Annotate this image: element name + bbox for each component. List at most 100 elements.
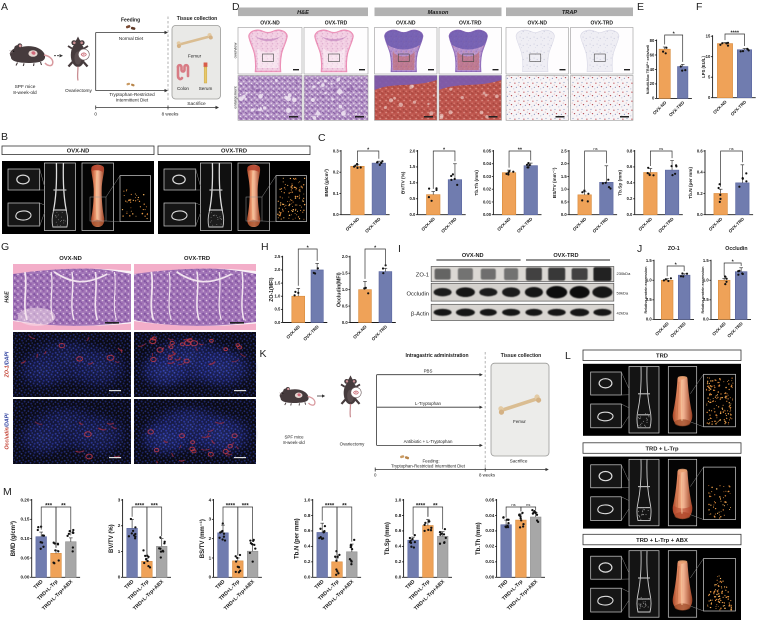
svg-text:0: 0 bbox=[209, 575, 212, 580]
svg-text:0.01: 0.01 bbox=[483, 199, 492, 204]
svg-text:2.0: 2.0 bbox=[561, 161, 567, 166]
svg-text:TRD: TRD bbox=[656, 354, 668, 360]
svg-text:0.0: 0.0 bbox=[304, 575, 311, 580]
svg-text:****: **** bbox=[135, 504, 145, 510]
svg-text:0.0: 0.0 bbox=[561, 212, 567, 217]
svg-text:3: 3 bbox=[118, 497, 121, 502]
svg-text:N.Multi-Nuc TRAP⁺ cells/well: N.Multi-Nuc TRAP⁺ cells/well bbox=[646, 45, 650, 94]
svg-text:ns: ns bbox=[593, 146, 597, 151]
svg-text:Feeding: Feeding bbox=[121, 18, 140, 24]
svg-text:ZO-1: ZO-1 bbox=[668, 246, 680, 252]
svg-text:0.0: 0.0 bbox=[703, 317, 709, 322]
svg-text:0.2: 0.2 bbox=[395, 559, 402, 564]
svg-text:1.0: 1.0 bbox=[561, 187, 567, 192]
svg-text:0.6: 0.6 bbox=[304, 528, 311, 533]
svg-text:Sacrifice: Sacrifice bbox=[510, 459, 528, 464]
svg-text:1.5: 1.5 bbox=[561, 174, 567, 179]
svg-text:0.2: 0.2 bbox=[304, 559, 311, 564]
svg-text:ns: ns bbox=[659, 146, 663, 151]
svg-text:0.04: 0.04 bbox=[483, 161, 492, 166]
svg-text:ns: ns bbox=[526, 502, 530, 507]
svg-text:ZO-1: ZO-1 bbox=[416, 273, 429, 279]
svg-text:BS/TV (mm⁻¹): BS/TV (mm⁻¹) bbox=[552, 167, 557, 198]
svg-text:Intragastric administration: Intragastric administration bbox=[405, 353, 468, 359]
svg-text:***: *** bbox=[45, 504, 53, 510]
svg-text:8-week-old: 8-week-old bbox=[13, 90, 37, 96]
svg-text:F: F bbox=[696, 1, 702, 13]
svg-text:E: E bbox=[637, 1, 644, 13]
svg-text:L-Tryptophan: L-Tryptophan bbox=[415, 401, 442, 406]
svg-text:L: L bbox=[565, 350, 571, 362]
svg-text:****: **** bbox=[325, 504, 335, 510]
svg-text:overview: overview bbox=[233, 43, 238, 59]
svg-text:OVX-ND: OVX-ND bbox=[260, 20, 280, 26]
svg-text:SPF mice: SPF mice bbox=[284, 435, 304, 440]
svg-text:2.5: 2.5 bbox=[274, 254, 280, 259]
svg-text:**: ** bbox=[342, 504, 347, 510]
svg-text:0.10: 0.10 bbox=[20, 536, 29, 541]
svg-text:0.1: 0.1 bbox=[333, 191, 339, 196]
svg-text:PBS: PBS bbox=[424, 369, 433, 374]
svg-text:0.5: 0.5 bbox=[274, 307, 280, 312]
svg-text:BMD (g/cm³): BMD (g/cm³) bbox=[324, 169, 329, 197]
svg-text:0.5: 0.5 bbox=[561, 199, 567, 204]
svg-text:β-Actin: β-Actin bbox=[411, 312, 429, 318]
svg-text:Femur: Femur bbox=[513, 419, 526, 424]
svg-text:OVX-ND: OVX-ND bbox=[462, 253, 484, 259]
svg-text:TRD + L-Trp + ABX: TRD + L-Trp + ABX bbox=[636, 538, 688, 544]
svg-text:Relative protein expression: Relative protein expression bbox=[644, 267, 648, 314]
svg-text:Tb.Sp (mm): Tb.Sp (mm) bbox=[618, 170, 623, 196]
svg-text:0.3: 0.3 bbox=[333, 148, 339, 153]
svg-text:Tb.Sp (mm): Tb.Sp (mm) bbox=[385, 522, 391, 555]
svg-text:1.0: 1.0 bbox=[342, 287, 348, 292]
svg-text:2.0: 2.0 bbox=[409, 148, 415, 153]
svg-text:OVX-TRD: OVX-TRD bbox=[553, 253, 578, 259]
svg-text:SPF mice: SPF mice bbox=[15, 84, 36, 90]
svg-text:ns: ns bbox=[511, 502, 515, 507]
svg-text:0.20: 0.20 bbox=[20, 497, 29, 502]
svg-text:0.0: 0.0 bbox=[409, 212, 415, 217]
svg-text:0.00: 0.00 bbox=[485, 575, 494, 580]
svg-text:0.6: 0.6 bbox=[627, 164, 633, 169]
svg-text:H&E: H&E bbox=[297, 10, 309, 16]
svg-text:TRD + L-Trp: TRD + L-Trp bbox=[645, 446, 678, 452]
svg-text:230kDa: 230kDa bbox=[617, 271, 632, 276]
svg-text:0: 0 bbox=[118, 575, 121, 580]
svg-text:Tryptophan-Restricted Intermit: Tryptophan-Restricted Intermittent Diet bbox=[391, 464, 466, 469]
svg-text:1.0: 1.0 bbox=[304, 497, 311, 502]
svg-text:J: J bbox=[637, 243, 642, 255]
svg-text:1: 1 bbox=[118, 549, 121, 554]
svg-text:OVX-TRD: OVX-TRD bbox=[591, 20, 614, 26]
svg-text:enlargement: enlargement bbox=[233, 86, 238, 109]
svg-text:Tb.N (per mm): Tb.N (per mm) bbox=[688, 167, 693, 199]
svg-text:1.0: 1.0 bbox=[409, 180, 415, 185]
svg-text:0.00: 0.00 bbox=[20, 575, 29, 580]
svg-text:OVX-TRD: OVX-TRD bbox=[184, 256, 210, 262]
svg-text:1.0: 1.0 bbox=[274, 294, 280, 299]
svg-text:0.2: 0.2 bbox=[333, 170, 339, 175]
svg-text:OVX-TRD: OVX-TRD bbox=[221, 148, 247, 154]
svg-text:0.4: 0.4 bbox=[304, 544, 311, 549]
svg-text:BS/TV (mm⁻¹): BS/TV (mm⁻¹) bbox=[199, 519, 206, 558]
svg-text:0.02: 0.02 bbox=[483, 187, 492, 192]
svg-text:8 weeks: 8 weeks bbox=[479, 473, 496, 478]
svg-text:B: B bbox=[1, 131, 8, 143]
svg-text:****: **** bbox=[416, 504, 426, 510]
svg-text:Occludin: Occludin bbox=[406, 292, 429, 298]
svg-text:LPS (EU/L): LPS (EU/L) bbox=[701, 56, 706, 78]
svg-text:Tb.Th (mm): Tb.Th (mm) bbox=[474, 170, 479, 196]
svg-text:Occludin(MFI): Occludin(MFI) bbox=[337, 272, 343, 307]
svg-text:M: M bbox=[3, 486, 12, 498]
svg-text:Ovariectomy: Ovariectomy bbox=[65, 88, 93, 94]
svg-text:0.15: 0.15 bbox=[20, 517, 29, 522]
svg-text:60: 60 bbox=[650, 52, 655, 57]
svg-text:Ovariectomy: Ovariectomy bbox=[340, 442, 365, 447]
svg-text:2: 2 bbox=[118, 523, 121, 528]
svg-text:0.0: 0.0 bbox=[333, 212, 339, 217]
svg-text:4: 4 bbox=[209, 497, 212, 502]
svg-text:0.8: 0.8 bbox=[395, 513, 402, 518]
svg-text:42kDa: 42kDa bbox=[617, 311, 629, 316]
svg-text:A: A bbox=[1, 1, 8, 13]
svg-text:0.05: 0.05 bbox=[483, 148, 492, 153]
svg-text:0.5: 0.5 bbox=[342, 303, 348, 308]
